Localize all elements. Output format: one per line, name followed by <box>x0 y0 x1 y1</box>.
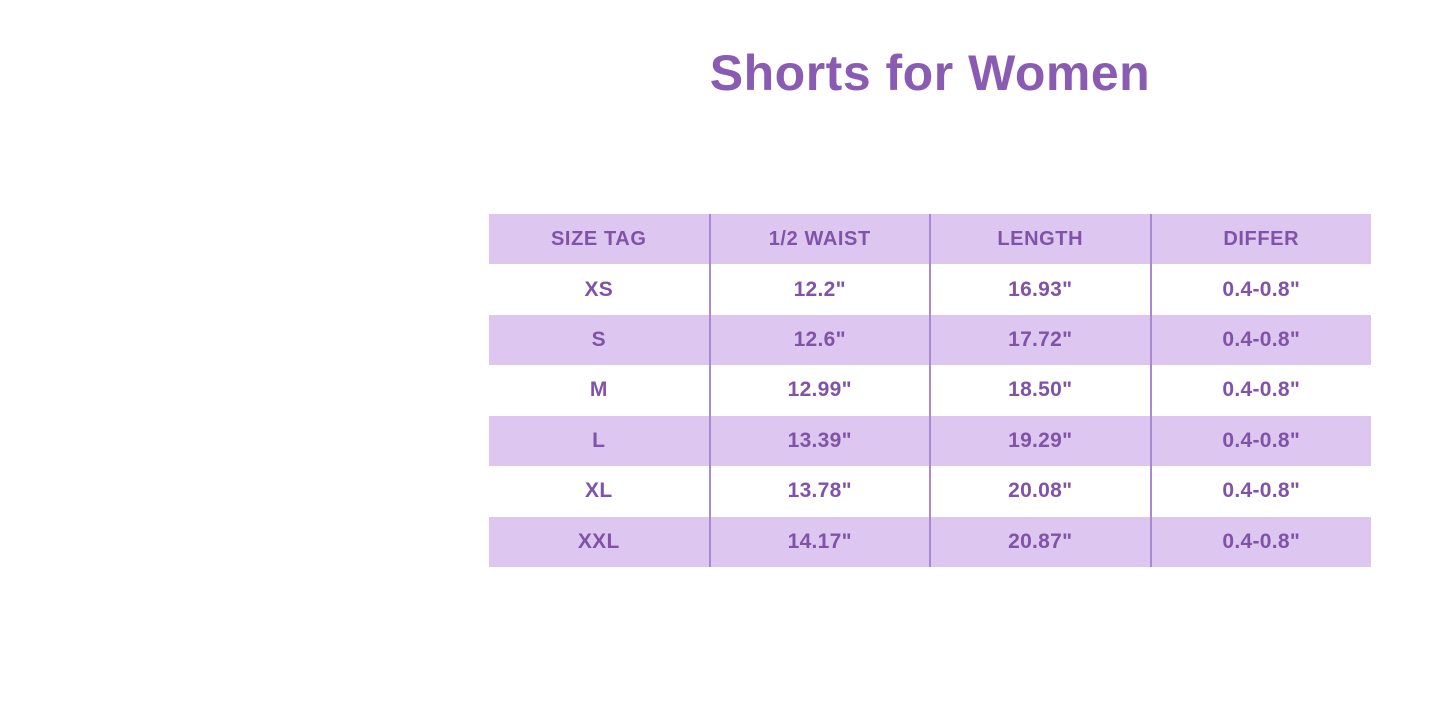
cell-length: 18.50" <box>929 365 1151 416</box>
table-row-l: L 13.39" 19.29" 0.4-0.8" <box>489 415 1371 467</box>
table-row-xl: XL 13.78" 20.08" 0.4-0.8" <box>489 466 1371 517</box>
cell-differ: 0.4-0.8" <box>1149 516 1371 567</box>
cell-length: 17.72" <box>929 314 1151 366</box>
cell-size-tag: XXL <box>577 529 620 553</box>
cell-size-tag: XS <box>584 277 614 301</box>
cell-half-waist: 13.39" <box>708 415 930 467</box>
cell-differ: 0.4-0.8" <box>1149 365 1371 416</box>
column-header-size-tag: SIZE TAG <box>550 227 647 250</box>
table-header-row: SIZE TAG 1/2 WAIST LENGTH DIFFER <box>489 214 1371 265</box>
column-header-differ: DIFFER <box>1149 214 1371 265</box>
cell-size-tag: XL <box>585 479 613 503</box>
cell-half-waist: 12.99" <box>708 365 930 416</box>
table-row-s: S 12.6" 17.72" 0.4-0.8" <box>489 314 1371 366</box>
cell-length: 20.87" <box>929 516 1151 567</box>
table-row-xxl: XXL 14.17" 20.87" 0.4-0.8" <box>489 516 1371 567</box>
column-header-half-waist: 1/2 WAIST <box>708 214 930 265</box>
cell-size-tag: L <box>592 428 606 452</box>
column-header-length: LENGTH <box>929 214 1151 265</box>
cell-size-tag: M <box>589 378 608 402</box>
cell-half-waist: 13.78" <box>708 466 930 517</box>
cell-length: 19.29" <box>929 415 1151 467</box>
table-row-xs: XS 12.2" 16.93" 0.4-0.8" <box>489 264 1371 315</box>
cell-length: 16.93" <box>929 264 1151 315</box>
cell-half-waist: 12.6" <box>708 314 930 366</box>
cell-length: 20.08" <box>929 466 1151 517</box>
cell-half-waist: 14.17" <box>708 516 930 567</box>
cell-size-tag: S <box>591 328 606 352</box>
cell-differ: 0.4-0.8" <box>1149 466 1371 517</box>
cell-half-waist: 12.2" <box>708 264 930 315</box>
size-chart-table: SIZE TAG 1/2 WAIST LENGTH DIFFER XS 12.2… <box>489 214 1371 567</box>
table-row-m: M 12.99" 18.50" 0.4-0.8" <box>489 365 1371 416</box>
cell-differ: 0.4-0.8" <box>1149 264 1371 315</box>
cell-differ: 0.4-0.8" <box>1149 415 1371 467</box>
cell-differ: 0.4-0.8" <box>1149 314 1371 366</box>
page-title: Shorts for Women <box>709 45 1151 101</box>
